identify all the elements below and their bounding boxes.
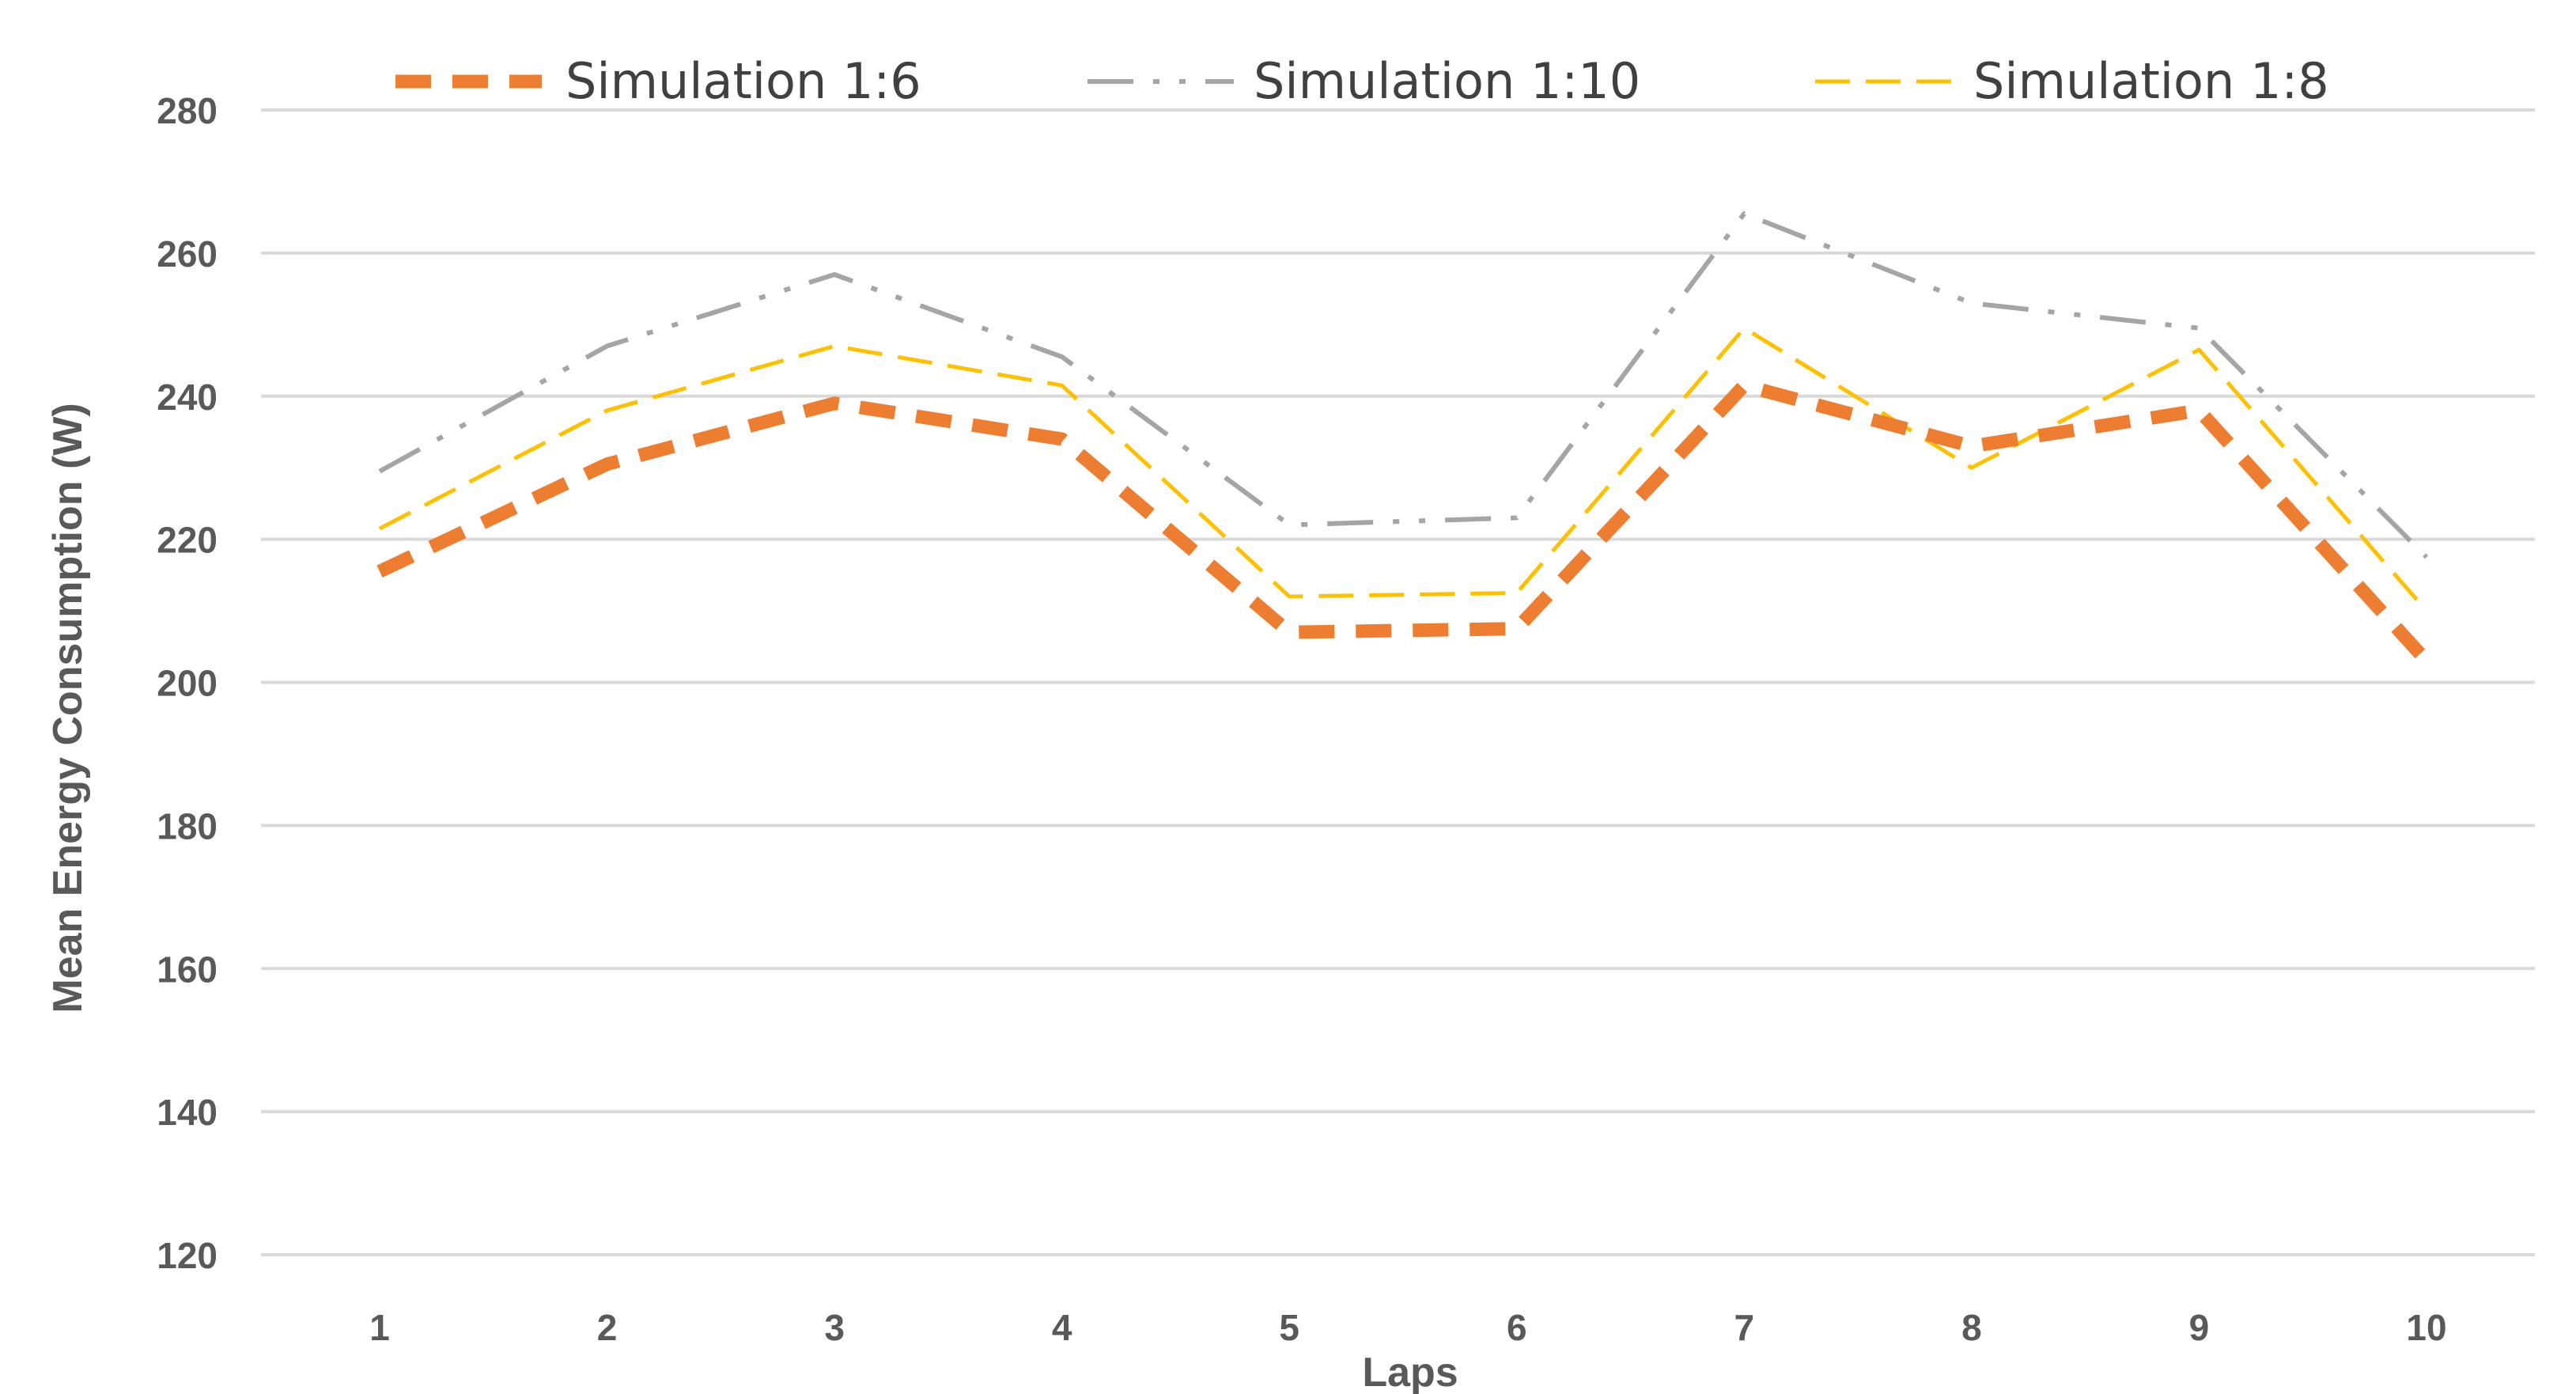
x-tick-label: 3 xyxy=(824,1307,845,1348)
x-tick-label: 2 xyxy=(597,1307,618,1348)
x-axis-ticks: 1 2 3 4 5 6 7 8 9 10 xyxy=(369,1307,2446,1348)
y-tick-label: 220 xyxy=(157,520,218,561)
y-tick-label: 260 xyxy=(157,233,218,275)
y-tick-label: 180 xyxy=(157,805,218,847)
series-line-simulation-1-6 xyxy=(376,378,2432,666)
x-tick-label: 7 xyxy=(1734,1307,1755,1348)
x-tick-label: 10 xyxy=(2406,1307,2446,1348)
x-tick-label: 4 xyxy=(1052,1307,1072,1348)
y-axis-title: Mean Energy Consumption (W) xyxy=(45,403,91,1013)
x-tick-label: 8 xyxy=(1961,1307,1982,1348)
x-tick-label: 9 xyxy=(2189,1307,2210,1348)
legend-label-simulation-1-6: Simulation 1:6 xyxy=(566,52,921,110)
y-tick-label: 120 xyxy=(157,1235,218,1276)
x-tick-label: 6 xyxy=(1507,1307,1527,1348)
series-lines xyxy=(376,211,2432,666)
y-tick-label: 280 xyxy=(157,90,218,131)
x-tick-label: 5 xyxy=(1279,1307,1299,1348)
y-tick-label: 160 xyxy=(157,949,218,990)
y-tick-label: 200 xyxy=(157,663,218,704)
legend: Simulation 1:6 Simulation 1:10 Simulatio… xyxy=(395,52,2329,110)
y-tick-label: 140 xyxy=(157,1092,218,1133)
y-axis-ticks: 120 140 160 180 200 220 240 260 280 xyxy=(157,90,218,1276)
gridlines xyxy=(261,108,2535,1256)
legend-label-simulation-1-10: Simulation 1:10 xyxy=(1254,52,1640,110)
series-line-simulation-1-8 xyxy=(378,326,2428,612)
series-line-simulation-1-10 xyxy=(378,211,2429,559)
x-axis-title: Laps xyxy=(1362,1350,1458,1394)
y-tick-label: 240 xyxy=(157,377,218,418)
x-tick-label: 1 xyxy=(369,1307,390,1348)
legend-label-simulation-1-8: Simulation 1:8 xyxy=(1973,52,2329,110)
